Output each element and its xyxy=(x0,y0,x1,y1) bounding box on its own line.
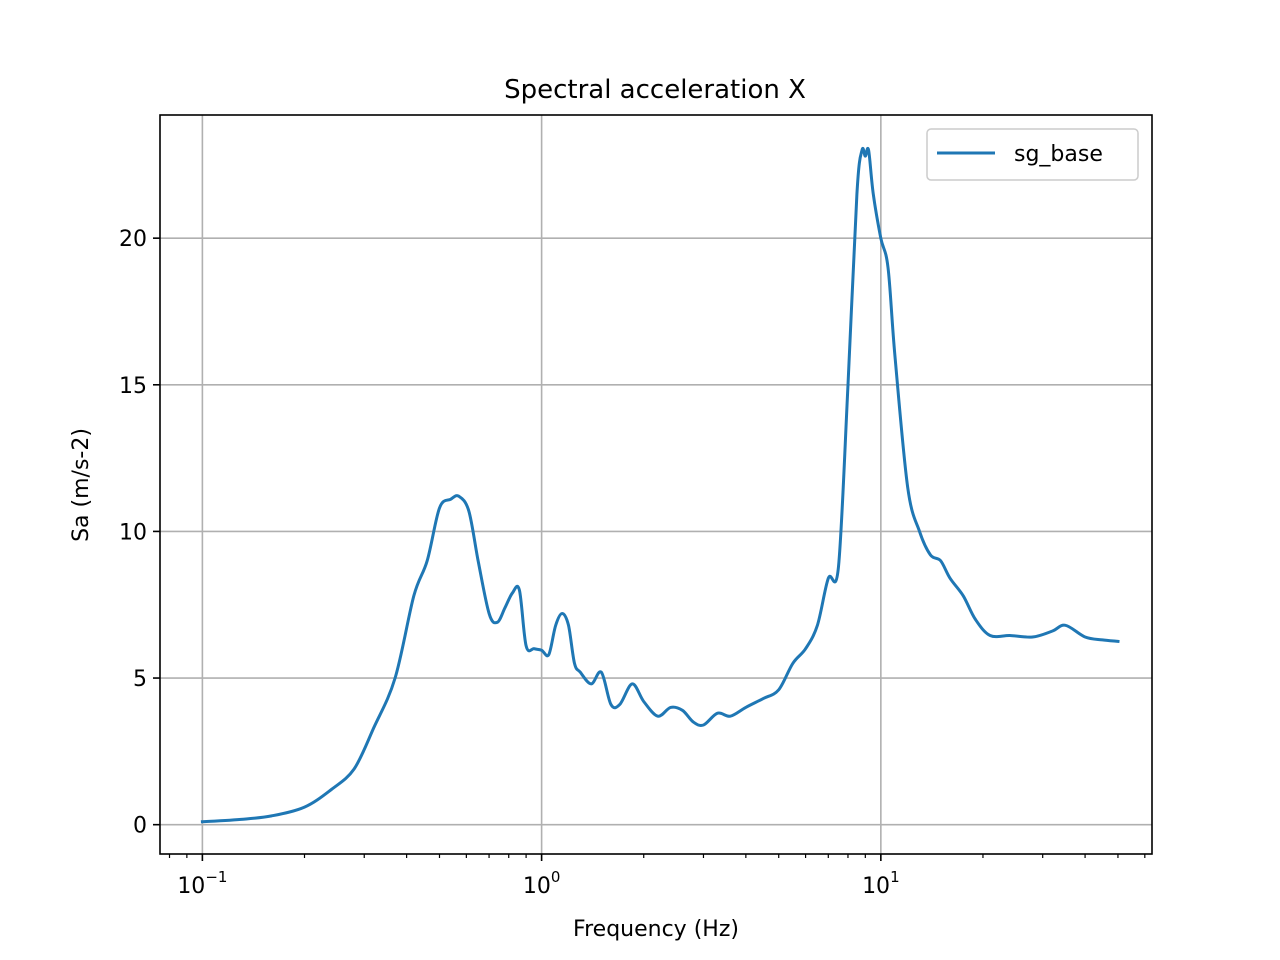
y-tick-label: 15 xyxy=(119,374,147,399)
y-tick-label: 5 xyxy=(133,667,147,692)
legend-label: sg_base xyxy=(1014,142,1103,167)
plot-area xyxy=(160,115,1152,854)
y-tick-label: 10 xyxy=(119,520,147,545)
series-layer xyxy=(200,146,1120,824)
y-tick-label: 20 xyxy=(119,227,147,252)
x-tick-exponent: 0 xyxy=(551,868,561,886)
x-tick-label: 101 xyxy=(862,868,900,899)
legend: sg_base xyxy=(926,128,1139,181)
x-tick-base: 10 xyxy=(523,874,551,899)
x-tick-exponent: −1 xyxy=(205,868,227,886)
x-tick-base: 10 xyxy=(862,874,890,899)
series-line-sg_base xyxy=(200,146,1120,824)
legend-box xyxy=(926,128,1139,181)
y-axis-label: Sa (m/s-2) xyxy=(69,428,94,542)
x-tick-exponent: 1 xyxy=(890,868,900,886)
y-tick-label: 0 xyxy=(133,814,147,839)
chart-title: Spectral acceleration X xyxy=(504,75,806,105)
x-tick-base: 10 xyxy=(177,874,205,899)
x-axis-label: Frequency (Hz) xyxy=(573,917,739,942)
plot-frame xyxy=(159,114,1153,855)
x-tick-label: 100 xyxy=(523,868,561,899)
x-tick-label: 10−1 xyxy=(177,868,227,899)
